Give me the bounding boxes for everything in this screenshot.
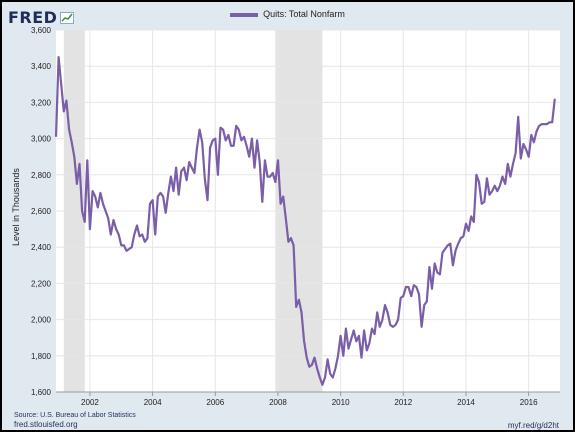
chart-legend: Quits: Total Nonfarm — [2, 9, 573, 19]
y-tick-label: 3,400 — [31, 62, 52, 71]
y-tick-label: 3,000 — [31, 135, 52, 144]
site-link[interactable]: fred.stlouisfed.org — [14, 420, 78, 429]
x-tick-label: 2012 — [394, 398, 412, 407]
source-note: Source: U.S. Bureau of Labor Statistics — [14, 412, 136, 419]
x-tick-label: 2006 — [206, 398, 224, 407]
y-tick-label: 2,800 — [31, 171, 52, 180]
y-tick-label: 3,200 — [31, 98, 52, 107]
y-tick-label: 2,000 — [31, 316, 52, 325]
fred-graph-icon — [60, 12, 75, 24]
fred-logo[interactable]: FRED — [8, 6, 75, 28]
x-tick-label: 2014 — [457, 398, 475, 407]
series-line-quits — [54, 56, 556, 386]
logo-text: FRED — [8, 7, 58, 27]
y-tick-label: 2,200 — [31, 279, 52, 288]
y-tick-label: 2,400 — [31, 243, 52, 252]
x-tick-label: 2010 — [332, 398, 350, 407]
y-tick-label: 1,600 — [31, 388, 52, 397]
y-tick-label: 3,600 — [31, 26, 52, 35]
x-tick-label: 2002 — [81, 398, 99, 407]
x-tick-label: 2016 — [520, 398, 538, 407]
x-tick-label: 2004 — [144, 398, 162, 407]
legend-swatch — [230, 12, 259, 17]
x-tick-label: 2008 — [269, 398, 287, 407]
legend-label: Quits: Total Nonfarm — [263, 9, 345, 19]
y-tick-label: 1,800 — [31, 352, 52, 361]
y-tick-label: 2,600 — [31, 207, 52, 216]
short-link[interactable]: myf.red/g/d2ht — [507, 421, 559, 430]
